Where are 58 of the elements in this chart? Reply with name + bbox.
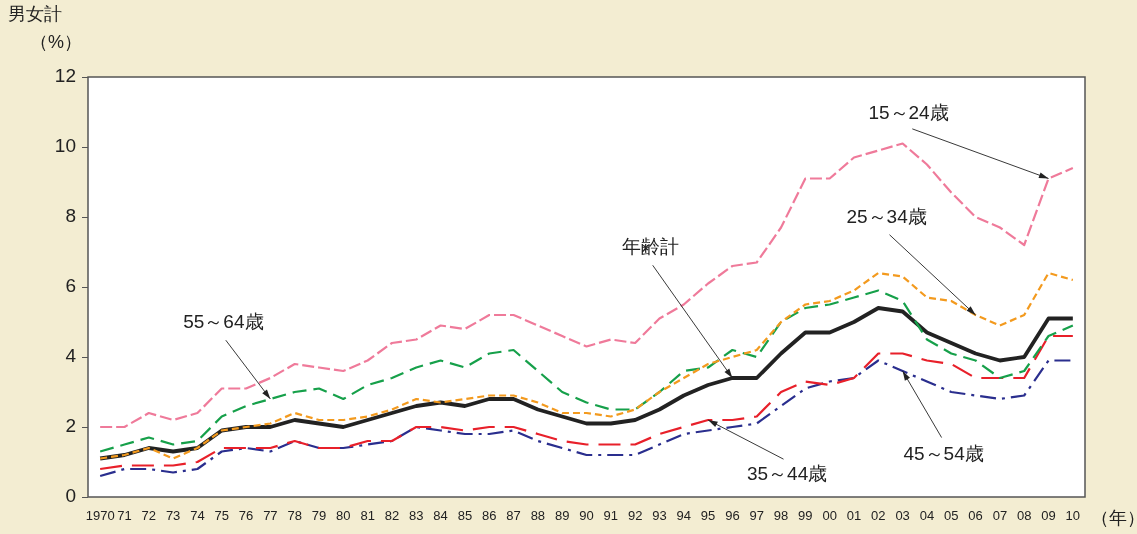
x-tick-label: 03: [895, 508, 910, 524]
annotation: 25～34歳: [846, 206, 927, 228]
x-tick-label: 94: [676, 508, 691, 524]
x-tick-label: 09: [1041, 508, 1056, 524]
x-tick-label: 72: [141, 508, 157, 524]
annotation: 年齢計: [621, 236, 679, 258]
x-tick-label: 84: [433, 508, 448, 524]
y-axis-title: （%）: [30, 31, 83, 52]
x-tick-label: 82: [384, 508, 400, 524]
y-tick-label: 0: [65, 485, 76, 507]
x-tick-label: 06: [968, 508, 983, 524]
x-tick-label: 02: [871, 508, 886, 524]
annotation: 35～44歳: [746, 463, 828, 485]
x-tick-label: 98: [773, 508, 789, 524]
line-series: [99, 142, 1074, 429]
x-tick-label: 96: [725, 508, 740, 524]
x-tick-label: 05: [944, 508, 959, 524]
x-tick-label: 76: [238, 508, 254, 524]
x-tick-label: 77: [263, 508, 278, 524]
x-tick-label: 04: [919, 508, 935, 524]
x-tick-label: 97: [749, 508, 764, 524]
x-tick-label: 74: [190, 508, 205, 524]
x-tick-label: 78: [287, 508, 302, 524]
annotation: 55～64歳: [183, 311, 264, 333]
x-tick-label: 1970: [85, 508, 115, 524]
x-tick-label: 99: [798, 508, 813, 524]
x-tick-label: 71: [117, 508, 132, 524]
x-tick-label: 75: [214, 508, 229, 524]
y-tick-label: 4: [65, 345, 77, 367]
annotation: 15～24歳: [868, 101, 949, 123]
x-tick-label: 80: [336, 508, 351, 524]
x-tick-label: 85: [457, 508, 473, 524]
x-tick-label: 90: [579, 508, 594, 524]
x-tick-label: 83: [409, 508, 424, 524]
x-tick-label: 01: [846, 508, 862, 524]
x-tick-label: 73: [165, 508, 181, 524]
chart-title: 男女計: [8, 3, 62, 24]
x-axis-title: （年）: [1091, 507, 1137, 528]
x-tick-label: 92: [627, 508, 643, 524]
y-tick-label: 10: [54, 135, 76, 157]
y-tick-label: 2: [65, 415, 76, 437]
x-tick-label: 89: [554, 508, 570, 524]
x-tick-label: 10: [1065, 508, 1081, 524]
x-tick-label: 95: [700, 508, 716, 524]
x-tick-label: 91: [603, 508, 619, 524]
y-tick-label: 8: [65, 205, 76, 227]
x-tick-label: 87: [506, 508, 521, 524]
x-tick-label: 86: [482, 508, 497, 524]
x-tick-label: 79: [311, 508, 327, 524]
y-tick-label: 6: [65, 275, 76, 297]
x-tick-label: 88: [530, 508, 546, 524]
x-tick-label: 93: [652, 508, 667, 524]
y-tick-label: 12: [54, 65, 76, 87]
x-tick-label: 07: [992, 508, 1008, 524]
x-tick-label: 81: [360, 508, 375, 524]
x-tick-label: 00: [822, 508, 837, 524]
x-tick-label: 08: [1016, 508, 1032, 524]
annotation: 45～54歳: [903, 443, 984, 465]
